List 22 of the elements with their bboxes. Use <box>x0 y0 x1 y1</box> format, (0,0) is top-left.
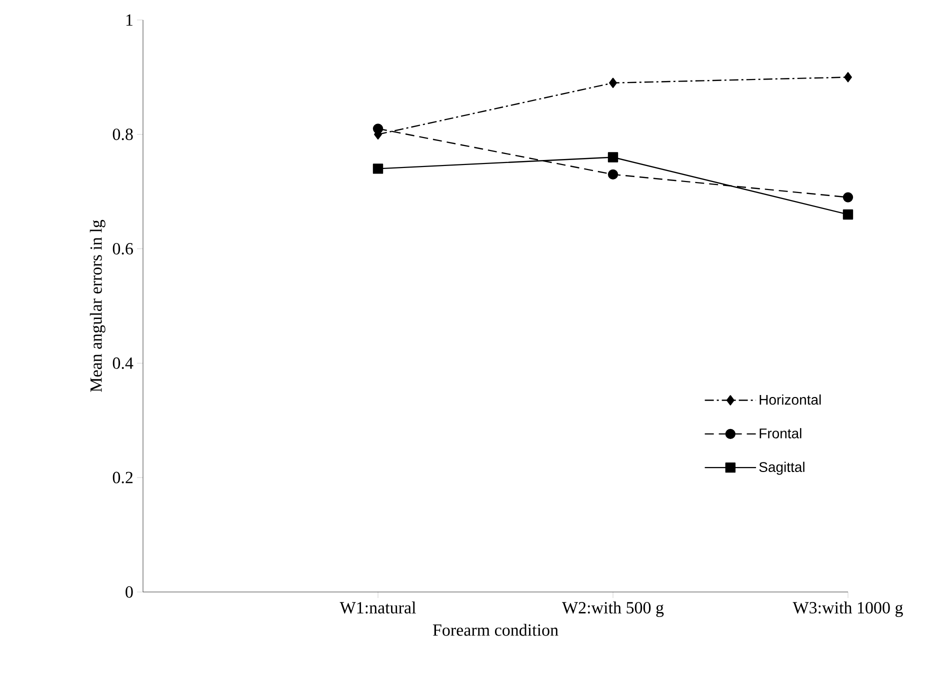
y-tick-label: 0.2 <box>112 472 133 484</box>
y-tick-label: 0 <box>126 586 133 598</box>
x-axis-title: Forearm condition <box>432 624 558 636</box>
point <box>609 78 617 88</box>
legend-label: Sagittal <box>759 462 804 475</box>
x-tick-label: W2:with 500 g <box>562 602 664 617</box>
y-tick-label: 0.6 <box>112 243 133 255</box>
x-tick-label: W3:with 1000 g <box>792 602 903 617</box>
point <box>844 72 852 82</box>
legend-label: Frontal <box>760 428 802 438</box>
point <box>842 209 854 220</box>
point <box>608 152 618 162</box>
y-tick-label: 0.8 <box>112 128 133 140</box>
y-tick-label: 1 <box>126 14 132 26</box>
legend-label: Horizontal <box>760 394 821 405</box>
y-axis-title: Mean angular errors in lg <box>90 220 106 392</box>
point <box>372 124 384 134</box>
x-tick-label: W1:natural <box>340 602 416 614</box>
y-tick-label: 0.4 <box>112 357 134 369</box>
point <box>608 169 618 180</box>
point <box>842 192 854 202</box>
point <box>372 164 384 174</box>
